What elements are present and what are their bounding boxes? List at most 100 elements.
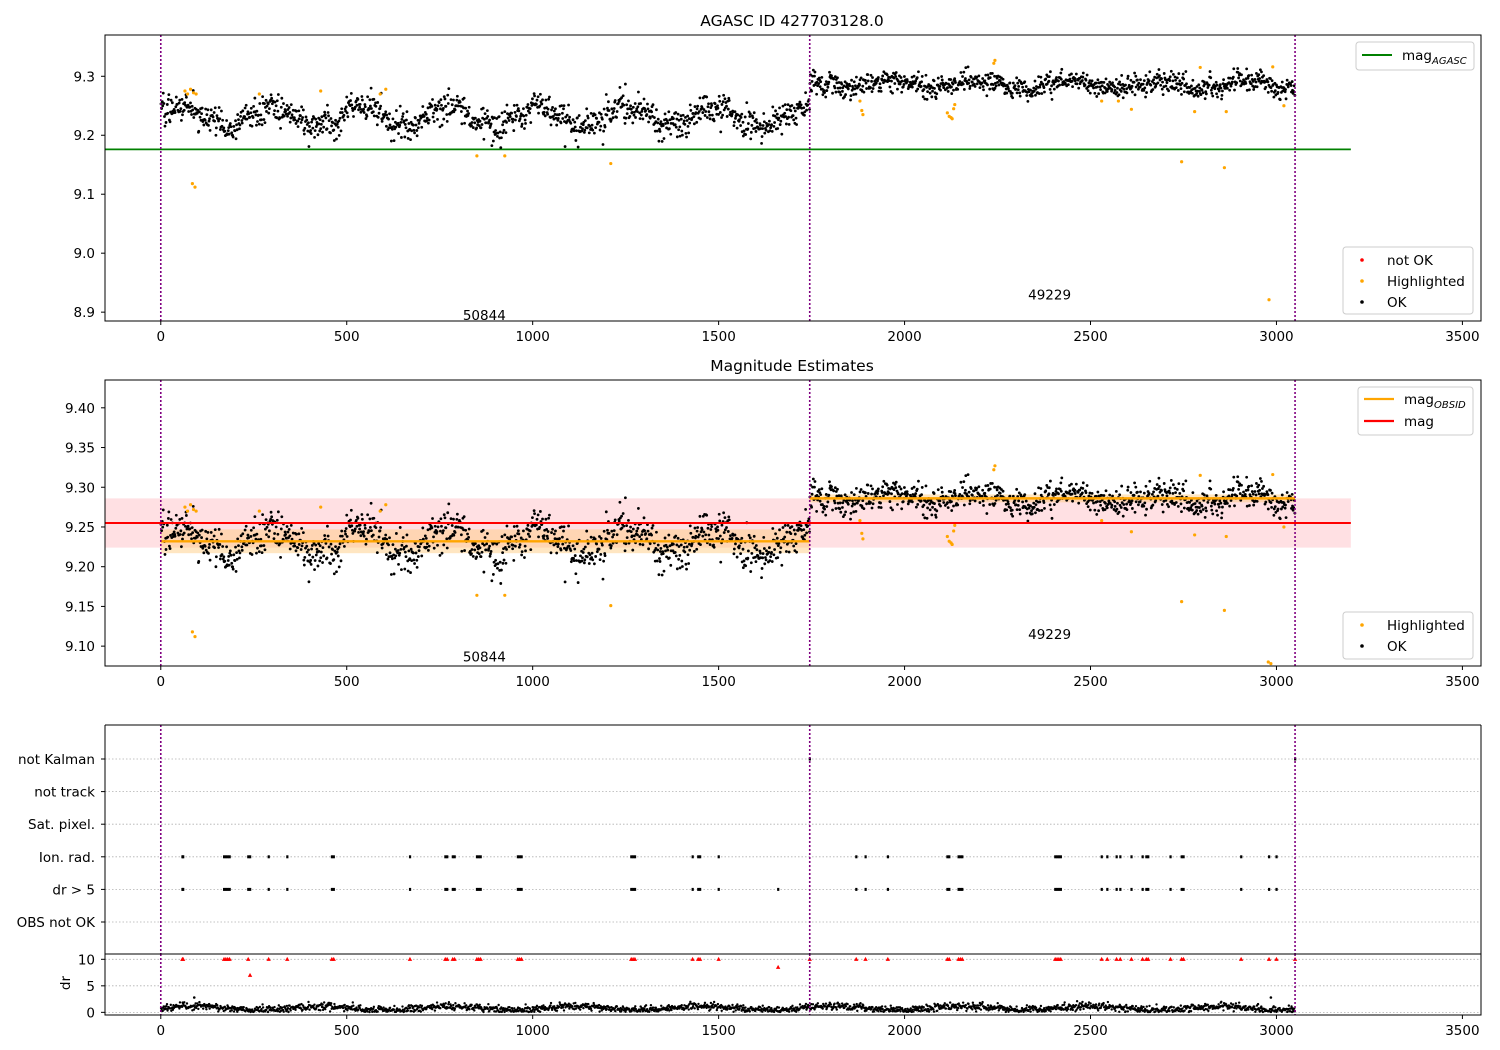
ok-point: [629, 525, 632, 529]
ok-point: [422, 114, 426, 118]
ok-point: [1273, 89, 1277, 93]
ok-point: [921, 513, 925, 517]
dr-point: [351, 1001, 354, 1004]
ok-point: [388, 536, 391, 540]
ok-point: [491, 573, 495, 576]
ok-point: [1027, 506, 1031, 510]
ok-point: [269, 517, 273, 521]
ok-point: [1030, 94, 1034, 98]
ok-point: [593, 537, 597, 541]
ok-point: [760, 576, 763, 579]
ok-point: [781, 526, 785, 529]
ok-point: [627, 519, 630, 522]
ok-point: [387, 117, 390, 121]
ok-point: [934, 513, 937, 517]
ok-point: [362, 530, 365, 533]
ok-point: [324, 541, 328, 545]
ok-point: [658, 550, 662, 553]
ok-point: [993, 74, 996, 78]
ok-point: [1240, 483, 1243, 487]
ok-point: [1111, 494, 1114, 498]
ok-point: [675, 543, 679, 547]
ok-point: [1280, 80, 1284, 84]
flag-event-marker: [479, 887, 482, 891]
ok-point: [336, 125, 340, 129]
ok-point: [257, 550, 261, 554]
ok-point: [379, 526, 383, 529]
dr-point: [308, 1008, 311, 1011]
ok-point: [827, 80, 831, 84]
ok-point: [866, 79, 870, 83]
ok-point: [330, 124, 333, 128]
ok-point: [756, 554, 760, 558]
ok-point: [1176, 504, 1180, 508]
ok-point: [871, 76, 874, 79]
ok-point: [819, 493, 823, 497]
ok-point: [417, 121, 421, 125]
ok-point: [479, 555, 483, 559]
ok-point: [378, 529, 382, 533]
ok-point: [1255, 85, 1259, 89]
ok-point: [611, 535, 614, 539]
ok-point: [915, 76, 919, 80]
ok-point: [741, 120, 745, 124]
ok-point: [1185, 82, 1188, 86]
ok-point: [1086, 89, 1090, 93]
ok-point: [1232, 475, 1236, 479]
ok-point: [585, 126, 589, 130]
ok-point: [430, 105, 434, 108]
ok-point: [488, 544, 492, 548]
ok-point: [815, 493, 819, 497]
ok-point: [588, 553, 592, 557]
ok-point: [683, 550, 687, 554]
legend-mag-agasc-label: magAGASC: [1402, 48, 1467, 67]
ok-point: [1070, 79, 1074, 83]
ok-point: [1252, 503, 1256, 507]
ok-point: [344, 532, 347, 536]
ok-point: [517, 109, 521, 113]
ok-point: [928, 502, 932, 506]
dr-ylabel: dr: [58, 975, 74, 990]
ok-point: [940, 78, 944, 82]
ok-point: [789, 532, 793, 536]
ok-point: [371, 110, 375, 114]
ok-point: [1257, 73, 1261, 77]
dr-point: [392, 1008, 396, 1011]
legend-marker: [1360, 644, 1364, 648]
ok-point: [768, 559, 772, 563]
top-axes-frame: [104, 34, 1482, 322]
ok-point: [959, 480, 963, 484]
ok-point: [686, 553, 690, 557]
ok-point: [279, 105, 283, 109]
ok-point: [278, 116, 282, 120]
flag-event-marker: [1240, 887, 1243, 891]
ok-point: [356, 97, 360, 101]
ok-point: [826, 85, 830, 89]
ok-point: [435, 107, 439, 111]
ok-point: [736, 537, 740, 541]
ok-point: [191, 108, 195, 112]
ok-point: [265, 525, 269, 529]
ok-point: [515, 524, 519, 528]
ok-point: [665, 555, 668, 559]
top-obsid-label: 49229: [1028, 287, 1071, 303]
ok-point: [995, 76, 999, 80]
ok-point: [890, 79, 893, 83]
ok-point: [968, 87, 972, 90]
flag-event-marker: [717, 887, 720, 891]
highlighted-point: [1224, 534, 1228, 539]
ok-point: [641, 543, 645, 547]
ok-point: [1018, 94, 1022, 98]
ok-point: [769, 555, 773, 559]
ok-point: [213, 546, 216, 550]
dr-point: [418, 1006, 421, 1009]
ok-point: [694, 111, 698, 115]
ok-point: [1266, 91, 1270, 94]
ok-point: [345, 95, 349, 99]
ok-point: [456, 525, 460, 529]
dr-point: [406, 1009, 410, 1012]
ok-point: [1008, 81, 1012, 85]
ok-point: [1050, 84, 1053, 88]
ok-point: [1103, 508, 1107, 511]
ok-point: [1266, 493, 1270, 497]
